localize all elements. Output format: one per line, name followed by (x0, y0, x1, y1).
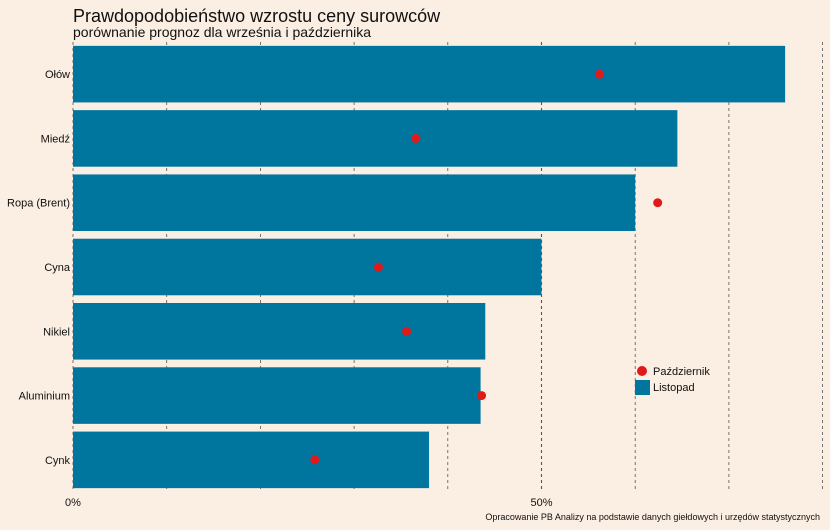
legend-marker-november (635, 380, 650, 395)
bar-1 (73, 45, 786, 103)
legend-marker-october (637, 366, 647, 376)
category-label: Cyna (44, 262, 71, 274)
point-4 (373, 262, 383, 272)
category-label: Miedź (41, 133, 70, 145)
chart-subtitle: porównanie prognoz dla września i paździ… (73, 24, 372, 40)
category-label: Ropa (Brent) (7, 198, 70, 210)
point-6 (477, 391, 487, 401)
legend-label-october: Październik (653, 366, 710, 378)
point-1 (595, 69, 605, 79)
category-label: Nikiel (43, 326, 70, 338)
point-5 (402, 326, 412, 336)
category-label: Cynk (45, 455, 71, 467)
bar-2 (73, 110, 678, 167)
point-7 (310, 455, 320, 465)
point-3 (653, 198, 663, 208)
bar-3 (73, 174, 636, 231)
point-2 (411, 133, 421, 143)
legend-label-november: Listopad (653, 382, 695, 394)
bar-6 (73, 367, 481, 424)
chart-caption: Opracowanie PB Analizy na podstawie dany… (485, 512, 820, 522)
category-label: Ołów (45, 69, 70, 81)
bar-4 (73, 238, 542, 296)
chart-title: Prawdopodobieństwo wzrostu ceny surowców (73, 6, 441, 26)
bar-5 (73, 303, 486, 360)
x-tick-label: 0% (65, 497, 81, 509)
category-label: Aluminium (19, 391, 70, 403)
bar-7 (73, 431, 430, 489)
x-tick-label: 50% (530, 497, 552, 509)
